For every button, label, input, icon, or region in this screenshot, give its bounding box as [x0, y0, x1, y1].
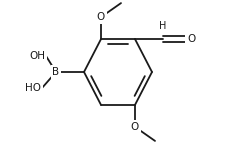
Text: H: H: [159, 21, 166, 31]
Text: O: O: [97, 12, 105, 22]
Text: B: B: [52, 67, 59, 77]
Text: HO: HO: [25, 83, 41, 93]
Text: O: O: [186, 34, 195, 44]
Text: OH: OH: [29, 51, 45, 61]
Text: O: O: [130, 122, 139, 132]
